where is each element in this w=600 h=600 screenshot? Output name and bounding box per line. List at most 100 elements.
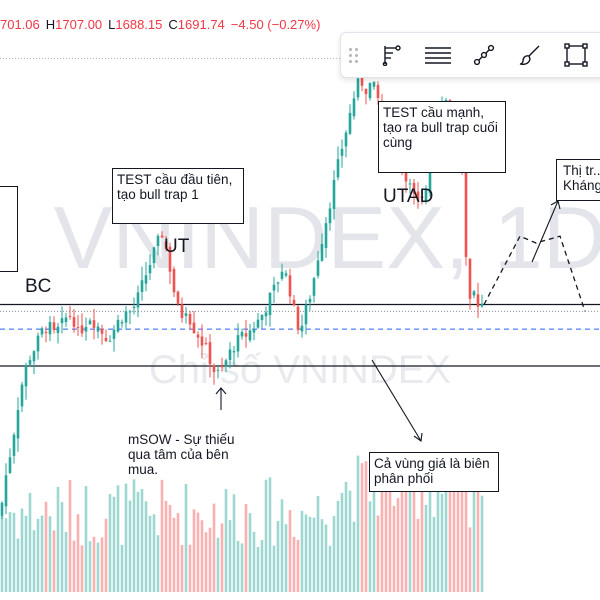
candle-body — [68, 315, 72, 317]
high-label: H — [45, 17, 56, 32]
volume-bar — [292, 536, 296, 592]
volume-bar — [56, 486, 60, 592]
volume-bar — [184, 483, 188, 592]
volume-bar — [12, 512, 16, 592]
volume-bar — [168, 505, 172, 592]
volume-bar — [392, 505, 396, 592]
volume-bar — [148, 515, 152, 592]
volume-bar — [424, 505, 428, 592]
volume-bar — [212, 503, 216, 592]
volume-bar — [116, 485, 120, 592]
volume-bar — [240, 543, 244, 592]
volume-bar — [180, 545, 184, 592]
volume-bar — [144, 501, 148, 592]
candle-body — [472, 291, 476, 296]
candle-body — [92, 320, 96, 328]
candle-body — [144, 275, 148, 284]
candle-body — [160, 235, 164, 238]
label-utad: UTAD — [383, 186, 434, 207]
volume-bar — [448, 477, 452, 592]
candle-body — [216, 369, 220, 371]
candle-body — [476, 294, 480, 307]
volume-bar — [376, 515, 380, 592]
arrow-zone — [371, 359, 422, 442]
volume-bar — [232, 494, 236, 592]
candle-body — [100, 328, 104, 334]
volume-bar — [452, 460, 456, 592]
horizontal-lines-icon[interactable] — [421, 38, 455, 72]
volume-bar — [340, 493, 344, 592]
candle-body — [196, 334, 200, 338]
candle-body — [328, 208, 332, 224]
volume-bar — [332, 516, 336, 592]
candle-body — [300, 325, 304, 332]
low-label: L — [108, 17, 116, 32]
candle-body — [188, 314, 192, 325]
volume-bar — [320, 519, 324, 592]
volume-bar — [192, 509, 196, 592]
candle-body — [192, 322, 196, 334]
volume-bar — [32, 530, 36, 592]
rectangle-icon[interactable] — [559, 38, 593, 72]
volume-bar — [344, 481, 348, 592]
volume-bar — [440, 493, 444, 592]
brush-icon[interactable] — [513, 38, 547, 72]
volume-bar — [348, 490, 352, 592]
volume-bar — [108, 494, 112, 592]
fib-retracement-icon[interactable] — [375, 38, 409, 72]
volume-bar — [196, 512, 200, 592]
candle-body — [344, 132, 348, 147]
candle-body — [312, 278, 316, 296]
candle-body — [348, 112, 352, 134]
volume-bar — [236, 540, 240, 592]
candle-body — [308, 298, 312, 303]
candle-body — [368, 82, 372, 99]
candle-body — [84, 326, 88, 332]
trend-line-icon[interactable] — [467, 38, 501, 72]
volume-bar — [228, 520, 232, 592]
volume-bar — [476, 490, 480, 592]
volume-bar — [64, 531, 68, 592]
candle-body — [200, 336, 204, 346]
open-value: 701.06 — [0, 17, 40, 32]
volume-bar — [152, 514, 156, 592]
volume-bar — [252, 531, 256, 592]
candle-body — [320, 243, 324, 261]
candle-body — [56, 326, 60, 333]
candle-body — [236, 335, 240, 352]
candle-body — [324, 223, 328, 248]
volume-bar — [36, 518, 40, 592]
drag-handle-icon[interactable] — [349, 47, 363, 63]
volume-bar — [80, 545, 84, 592]
volume-bar — [316, 496, 320, 592]
candle-body — [340, 148, 344, 156]
volume-bar — [276, 521, 280, 592]
candle-body — [184, 313, 188, 316]
candle-body — [4, 475, 8, 507]
candle-body — [72, 317, 76, 327]
volume-bar — [456, 458, 460, 592]
drawing-toolbar — [340, 32, 600, 78]
volume-bar — [20, 508, 24, 592]
candle-body — [416, 191, 420, 201]
candle-body — [316, 260, 320, 276]
volume-bars — [0, 453, 484, 592]
arrow-zone-head — [413, 432, 423, 442]
candle-body — [244, 333, 248, 337]
volume-bar — [480, 495, 484, 592]
volume-bar — [400, 455, 404, 592]
candle-body — [180, 304, 184, 318]
candle-body — [28, 360, 32, 365]
candle-body — [292, 299, 296, 306]
volume-bar — [248, 513, 252, 592]
candle-body — [224, 360, 228, 367]
candle-body — [360, 76, 364, 86]
candle-body — [148, 264, 152, 274]
volume-bar — [68, 480, 72, 592]
candle-body — [204, 343, 208, 345]
candle-body — [156, 235, 160, 247]
candle-body — [32, 351, 36, 362]
candle-body — [132, 306, 136, 309]
volume-bar — [412, 469, 416, 592]
